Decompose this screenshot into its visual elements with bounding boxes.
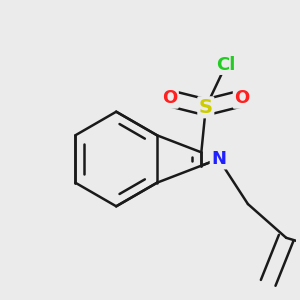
Text: O: O	[162, 89, 177, 107]
Text: S: S	[199, 98, 213, 117]
Text: Cl: Cl	[216, 56, 236, 74]
Text: N: N	[211, 150, 226, 168]
Text: O: O	[234, 89, 250, 107]
